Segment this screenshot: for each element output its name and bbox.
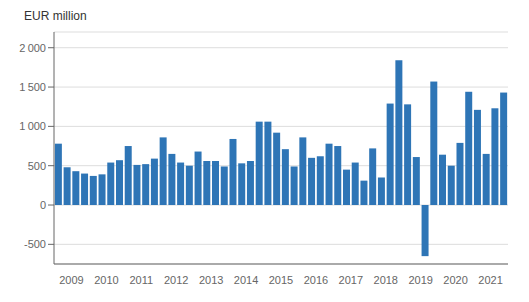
svg-text:2014: 2014 xyxy=(234,274,258,286)
svg-text:2013: 2013 xyxy=(199,274,223,286)
svg-text:-500: -500 xyxy=(24,238,46,250)
svg-text:2017: 2017 xyxy=(339,274,363,286)
svg-text:2016: 2016 xyxy=(304,274,328,286)
svg-text:1 000: 1 000 xyxy=(19,120,46,132)
svg-text:2018: 2018 xyxy=(374,274,398,286)
html-text:EUR million: EUR million xyxy=(24,9,87,23)
svg-text:0: 0 xyxy=(40,199,46,211)
svg-text:2020: 2020 xyxy=(443,274,467,286)
svg-text:2019: 2019 xyxy=(408,274,432,286)
svg-text:500: 500 xyxy=(28,160,46,172)
svg-text:2021: 2021 xyxy=(478,274,502,286)
svg-text:1 500: 1 500 xyxy=(19,81,46,93)
svg-text:2009: 2009 xyxy=(59,274,83,286)
svg-text:2012: 2012 xyxy=(164,274,188,286)
svg-text:2 000: 2 000 xyxy=(19,42,46,54)
svg-text:2010: 2010 xyxy=(94,274,118,286)
svg-text:2015: 2015 xyxy=(269,274,293,286)
svg-text:2011: 2011 xyxy=(129,274,153,286)
